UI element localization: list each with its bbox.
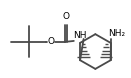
Text: O: O (62, 12, 69, 21)
Text: O: O (48, 37, 55, 46)
Text: NH: NH (73, 31, 86, 40)
Text: NH₂: NH₂ (108, 29, 125, 38)
